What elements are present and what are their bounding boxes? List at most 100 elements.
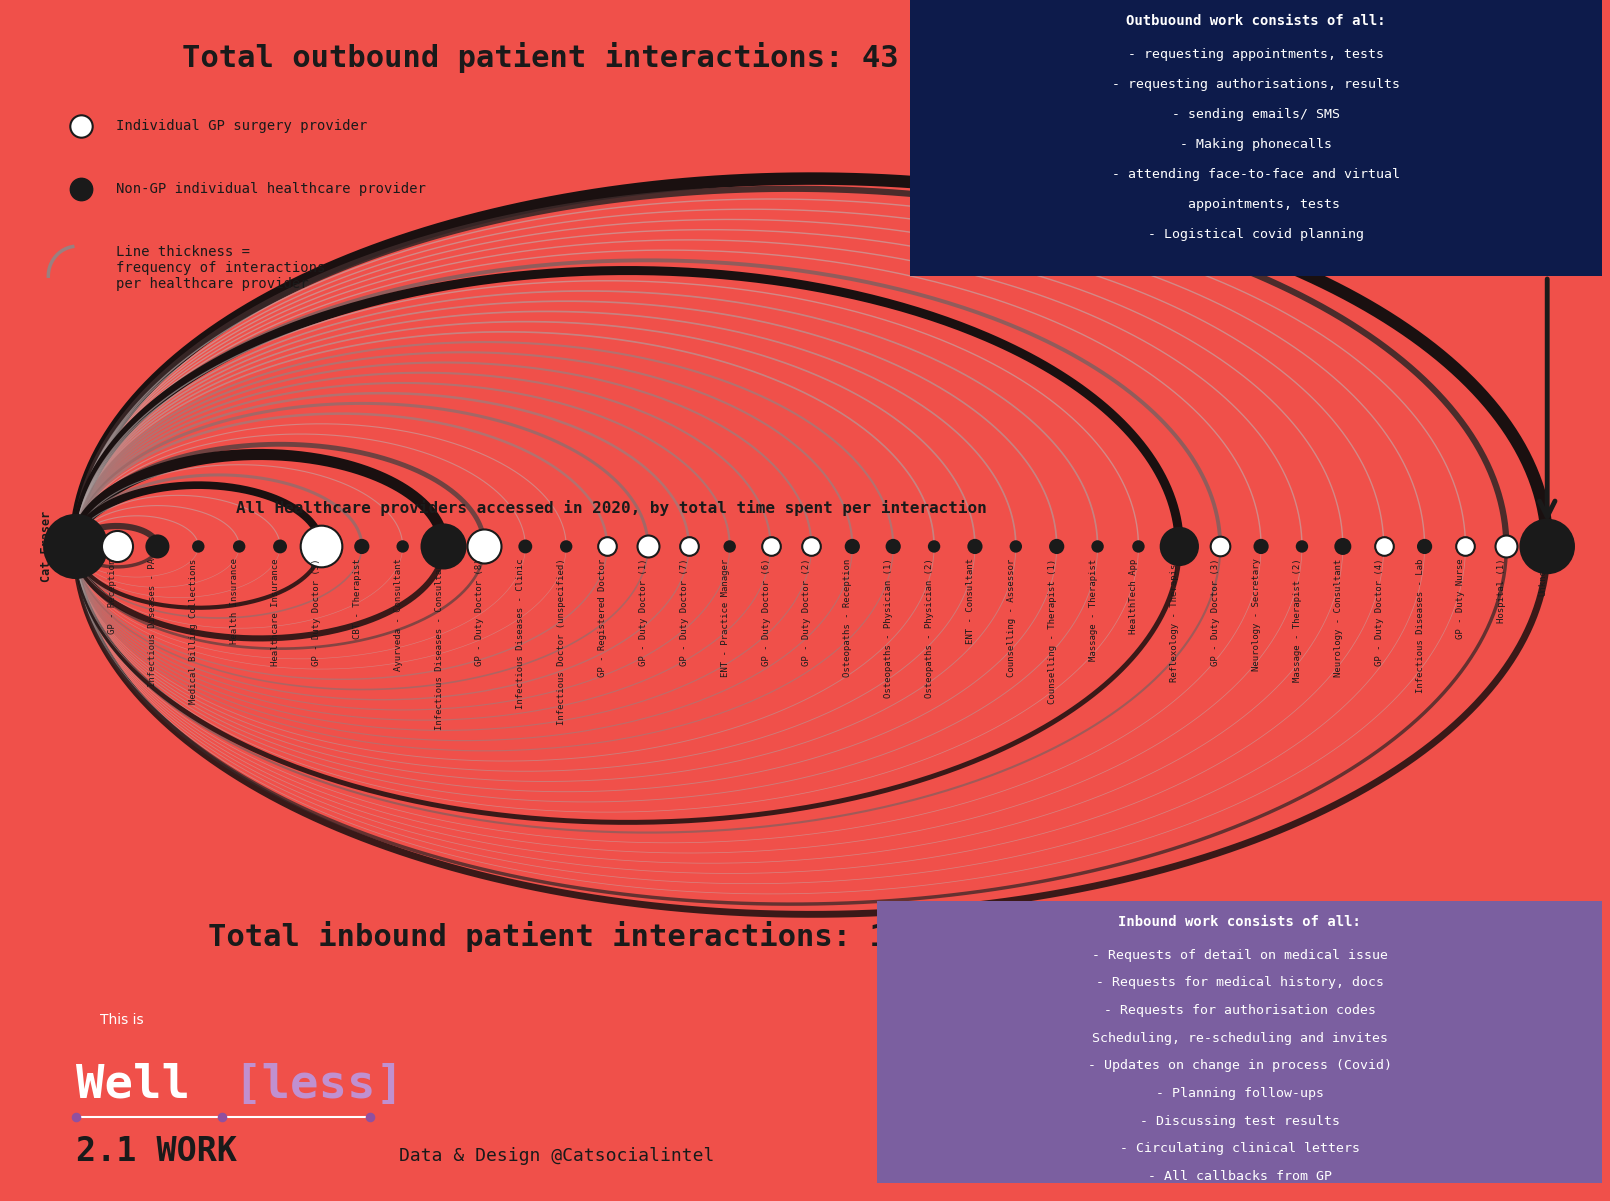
Point [308, 537, 333, 556]
Text: [less]: [less] [233, 1063, 404, 1107]
Text: Counselling - Assessor: Counselling - Assessor [1006, 558, 1016, 676]
Text: ENT - Consultant: ENT - Consultant [966, 558, 976, 645]
Text: GP - Duty Doctor (6): GP - Duty Doctor (6) [762, 558, 771, 667]
Point [1085, 537, 1111, 556]
Point [267, 537, 293, 556]
Text: - Updates on change in process (Covid): - Updates on change in process (Covid) [1088, 1059, 1391, 1072]
Text: Outbuound work consists of all:: Outbuound work consists of all: [1125, 14, 1386, 29]
Text: Medical Billing Collections: Medical Billing Collections [190, 558, 198, 704]
Point [430, 537, 457, 556]
Text: Total inbound patient interactions: 17 hours: Total inbound patient interactions: 17 h… [208, 921, 1016, 952]
FancyBboxPatch shape [877, 901, 1602, 1183]
Text: Well: Well [76, 1063, 190, 1107]
Text: Inbound work consists of all:: Inbound work consists of all: [1119, 915, 1360, 930]
Point [63, 537, 89, 556]
Point [1208, 537, 1233, 556]
Point [594, 537, 620, 556]
Text: Healthcare Insurance: Healthcare Insurance [270, 558, 280, 667]
Point [1166, 537, 1191, 556]
Point [63, 1107, 89, 1127]
Point [1494, 537, 1520, 556]
Text: - Planning follow-ups: - Planning follow-ups [1156, 1087, 1323, 1100]
Text: This is: This is [100, 1012, 143, 1027]
Text: 2.1 WORK: 2.1 WORK [76, 1135, 237, 1167]
Point [634, 537, 660, 556]
Point [209, 1107, 235, 1127]
Point [145, 537, 171, 556]
Point [68, 116, 93, 136]
Text: GP - Duty Doctor (8): GP - Duty Doctor (8) [475, 558, 485, 667]
Text: appointments, tests: appointments, tests [1172, 198, 1340, 211]
Text: Neurology - Consultant: Neurology - Consultant [1333, 558, 1343, 676]
Text: GP - Duty Doctor (4): GP - Duty Doctor (4) [1375, 558, 1383, 667]
Text: Infectious Diseases - Lab: Infectious Diseases - Lab [1415, 558, 1425, 693]
Text: CBT - Therapist: CBT - Therapist [353, 558, 362, 639]
Text: Non-GP individual healthcare provider: Non-GP individual healthcare provider [116, 181, 425, 196]
Point [839, 537, 865, 556]
Text: GP - Duty Doctor (5): GP - Duty Doctor (5) [312, 558, 320, 667]
Text: Individual GP surgery provider: Individual GP surgery provider [116, 119, 367, 133]
Text: GP - Duty Doctor (3): GP - Duty Doctor (3) [1211, 558, 1220, 667]
Text: Infectious Doctor (unspecified): Infectious Doctor (unspecified) [557, 558, 567, 725]
Text: - Logistical covid planning: - Logistical covid planning [1148, 228, 1364, 241]
Text: Scheduling, re-scheduling and invites: Scheduling, re-scheduling and invites [1092, 1032, 1388, 1045]
Text: Osteopaths - Reception: Osteopaths - Reception [844, 558, 852, 676]
Point [716, 537, 742, 556]
Text: Unknown: Unknown [1538, 558, 1547, 596]
Text: Neurology - Secretary: Neurology - Secretary [1253, 558, 1261, 671]
Text: Line thickness =
frequency of interactions
per healthcare provider: Line thickness = frequency of interactio… [116, 245, 325, 291]
Point [1003, 537, 1029, 556]
Point [357, 1107, 383, 1127]
Point [1043, 537, 1069, 556]
Text: - Requests for authorisation codes: - Requests for authorisation codes [1104, 1004, 1375, 1017]
Point [963, 537, 989, 556]
Text: GP - Reception: GP - Reception [108, 558, 116, 634]
Text: ENT - Practice Manager: ENT - Practice Manager [721, 558, 729, 676]
Text: Counselling - Therapist (1): Counselling - Therapist (1) [1048, 558, 1056, 704]
Point [349, 537, 375, 556]
Text: Health Insurance: Health Insurance [230, 558, 240, 645]
Text: - All callbacks from GP: - All callbacks from GP [1148, 1170, 1331, 1183]
Text: Osteopaths - Physician (2): Osteopaths - Physician (2) [926, 558, 934, 698]
Point [1412, 537, 1438, 556]
Text: Infectious Diseases - Consultant: Infectious Diseases - Consultant [435, 558, 443, 730]
Point [1534, 537, 1560, 556]
Point [921, 537, 947, 556]
Point [881, 537, 906, 556]
Point [554, 537, 580, 556]
FancyBboxPatch shape [910, 0, 1602, 276]
Text: Total outbound patient interactions: 43 hours: Total outbound patient interactions: 43 … [182, 42, 1009, 73]
Point [227, 537, 253, 556]
Text: - Requests for medical history, docs: - Requests for medical history, docs [1096, 976, 1383, 990]
Point [1370, 537, 1396, 556]
Text: GP - Duty Nurse: GP - Duty Nurse [1457, 558, 1465, 639]
Text: - requesting appointments, tests: - requesting appointments, tests [1127, 48, 1385, 61]
Point [1330, 537, 1356, 556]
Text: - Making phonecalls: - Making phonecalls [1180, 138, 1331, 151]
Point [799, 537, 824, 556]
Text: Infectious Diseases - PA: Infectious Diseases - PA [148, 558, 158, 687]
Text: - sending emails/ SMS: - sending emails/ SMS [1172, 108, 1340, 121]
Text: Reflexology - Therapist: Reflexology - Therapist [1170, 558, 1179, 682]
Point [185, 537, 211, 556]
Point [390, 537, 415, 556]
Text: - Discussing test results: - Discussing test results [1140, 1115, 1340, 1128]
Point [676, 537, 702, 556]
Text: Infectious Diseases - Clinic: Infectious Diseases - Clinic [517, 558, 525, 709]
Text: GP - Duty Doctor (7): GP - Duty Doctor (7) [679, 558, 689, 667]
Text: GP - Duty Doctor (2): GP - Duty Doctor (2) [802, 558, 811, 667]
Point [103, 537, 129, 556]
Point [512, 537, 538, 556]
Point [1248, 537, 1274, 556]
Point [1290, 537, 1315, 556]
Text: HealthTech App: HealthTech App [1130, 558, 1138, 634]
Text: Massage - Therapist: Massage - Therapist [1088, 558, 1098, 661]
Text: Hospital (1): Hospital (1) [1497, 558, 1507, 623]
Text: - requesting authorisations, results: - requesting authorisations, results [1113, 78, 1399, 91]
Point [1125, 537, 1151, 556]
Text: Ayurveda - Consultant: Ayurveda - Consultant [394, 558, 402, 671]
Text: GP - Registered Doctor: GP - Registered Doctor [597, 558, 607, 676]
Text: Osteopaths - Physician (1): Osteopaths - Physician (1) [884, 558, 894, 698]
Text: - Requests of detail on medical issue: - Requests of detail on medical issue [1092, 949, 1388, 962]
Point [758, 537, 784, 556]
